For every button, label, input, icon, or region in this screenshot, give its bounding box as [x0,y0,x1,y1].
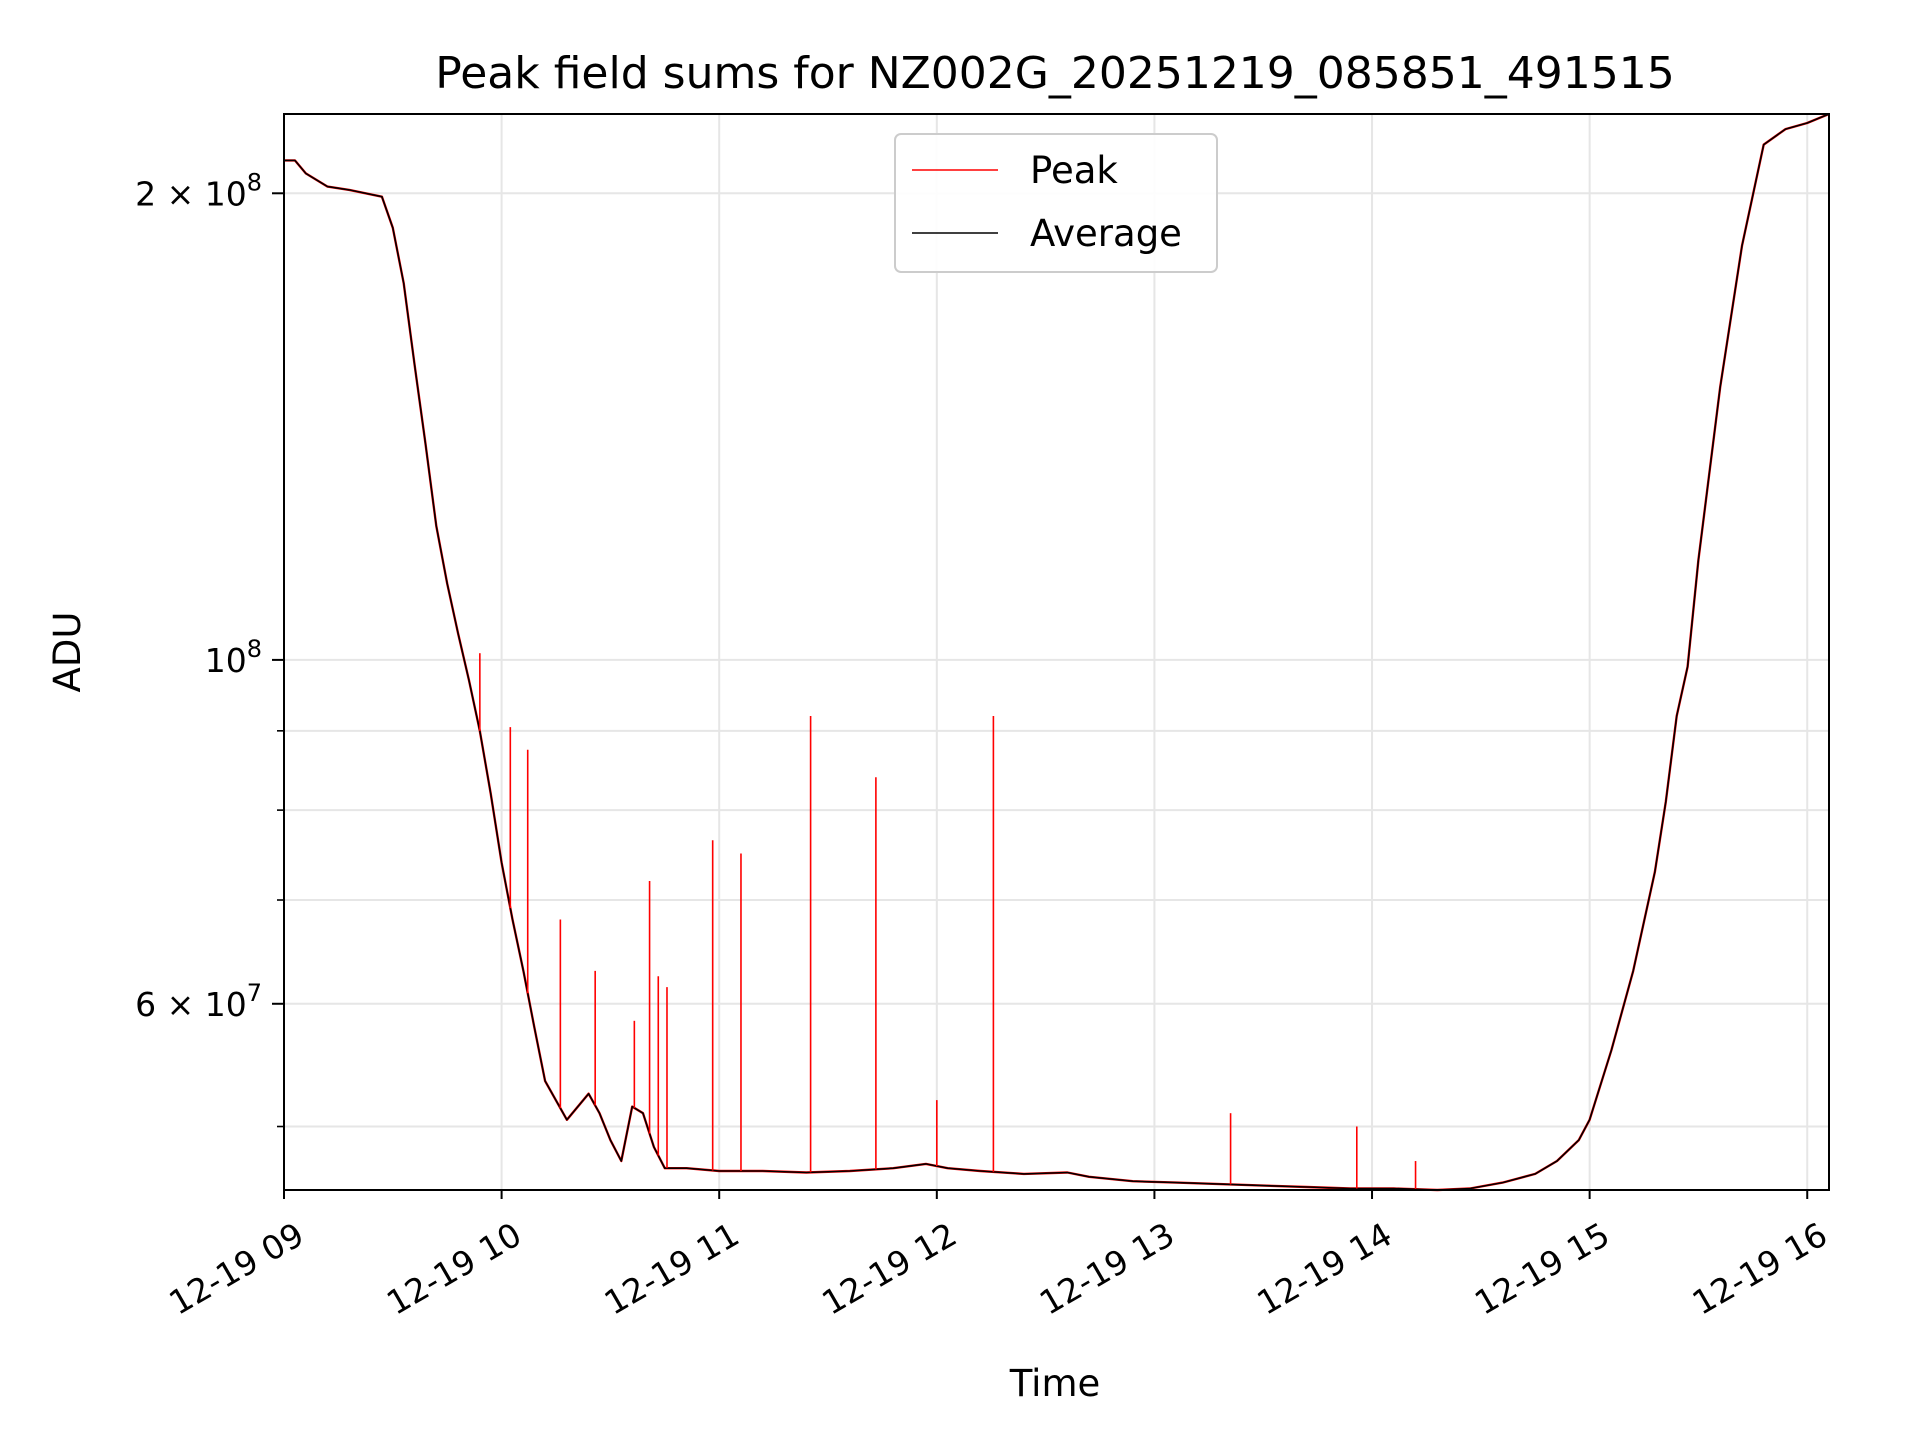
y-tick-label-base: 10 [205,641,247,680]
y-tick-label-base: 6 × 10 [135,985,247,1024]
series-average-line [284,113,1830,1191]
plot-frame [283,113,1830,1191]
y-tick-label: 108 [205,635,262,680]
legend-label-average: Average [1030,212,1182,255]
y-tick-label-base: 2 × 10 [135,174,247,213]
y-tick-label-exponent: 7 [247,979,262,1007]
legend-label-peak: Peak [1030,149,1118,192]
legend-box [894,133,1218,273]
y-tick-label: 6 × 107 [135,979,262,1024]
chart-title: Peak field sums for NZ002G_20251219_0858… [435,48,1674,99]
y-tick-label-exponent: 8 [247,635,262,663]
y-tick-label: 2 × 108 [135,168,262,213]
legend: Peak Average [894,133,1218,273]
grid [283,114,1829,1190]
x-axis-label: Time [1009,1362,1101,1405]
y-tick-label-exponent: 8 [247,168,262,196]
y-axis-label: ADU [46,612,89,693]
series-group [284,112,1830,1192]
